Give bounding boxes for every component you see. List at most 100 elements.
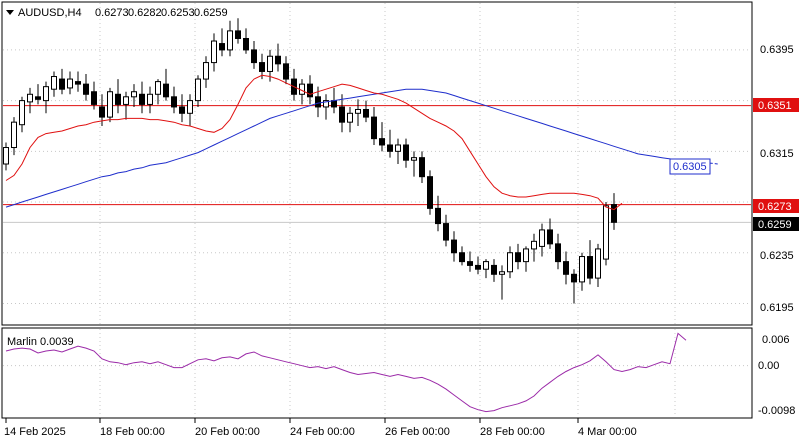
candle-body-bearish [427, 176, 433, 209]
level-price-tag-label: 0.6351 [758, 100, 792, 112]
candle-body-bearish [243, 37, 249, 51]
candle-body-bearish [611, 204, 617, 223]
candle-body-bullish [227, 30, 233, 51]
candle-body-bullish [19, 100, 25, 126]
candle-body-bullish [187, 100, 193, 114]
candle-body-bullish [131, 91, 137, 98]
candle-body-bearish [259, 62, 265, 72]
candle-body-bullish [43, 86, 49, 102]
candle-body-bearish [139, 93, 145, 105]
candle-body-bearish [547, 229, 553, 245]
candle-body-bearish [371, 116, 377, 140]
candle-body-bearish [451, 239, 457, 254]
candle-body-bearish [363, 108, 369, 118]
symbol-timeframe-label: AUDUSD,H4 [18, 7, 82, 19]
candle-body-bearish [83, 83, 89, 95]
candle-body-bearish [163, 83, 169, 98]
candle-body-bearish [307, 83, 313, 98]
candle-body-bullish [355, 108, 361, 114]
candle-body-bearish [315, 96, 321, 108]
candle-body-bearish [219, 43, 225, 51]
candle-body-bullish [603, 205, 609, 260]
candle-body-bearish [171, 96, 177, 108]
oscillator-tick-label: 0.006 [762, 334, 790, 346]
oscillator-line [5, 332, 687, 413]
candle-body-bearish [467, 261, 473, 266]
price-tick-label: 0.6195 [760, 302, 794, 314]
candle-body-bullish [155, 81, 161, 95]
current-price-tag-label: 0.6259 [758, 219, 792, 231]
oscillator-tick-label: -0.0098 [758, 405, 795, 417]
candle-body-bullish [483, 261, 489, 270]
time-tick-label: 24 Feb 00:00 [290, 426, 355, 438]
candle-body-bullish [411, 157, 417, 161]
candle-body-bearish [99, 106, 105, 118]
candle-body-bullish [195, 78, 201, 102]
candle-body-bearish [491, 264, 497, 275]
candle-body-bearish [75, 81, 81, 85]
candle-body-bearish [115, 93, 121, 105]
candle-body-bullish [579, 256, 585, 283]
forecast-price-tag [669, 158, 711, 175]
collapse-arrow-icon[interactable] [6, 10, 14, 15]
candle-body-bullish [147, 93, 153, 105]
candle-body-bullish [531, 240, 537, 250]
candle-body-bullish [267, 55, 273, 72]
candle-body-bearish [435, 207, 441, 225]
oscillator-label: Marlin 0.0039 [7, 336, 74, 348]
time-axis: 14 Feb 2025 18 Feb 00:00 20 Feb 00:00 24… [4, 418, 637, 438]
candle-body-bearish [403, 144, 409, 161]
candle-body-bearish [59, 78, 65, 90]
time-tick-label: 4 Mar 00:00 [578, 426, 637, 438]
candle-body-bearish [563, 261, 569, 275]
moving-average-short-line [5, 74, 623, 211]
candle-body-bearish [587, 256, 593, 279]
candle-body-bullish [539, 229, 545, 247]
ohlc-open-value: 0.6273 [95, 7, 129, 19]
candle-body-bullish [323, 100, 329, 108]
level-price-tag [753, 98, 799, 112]
candle-body-bearish [443, 223, 449, 241]
candle-body-bearish [555, 243, 561, 263]
price-tick-label: 0.6395 [760, 44, 794, 56]
ohlc-close-value: 0.6259 [194, 7, 228, 19]
price-pane-frame [1, 1, 753, 326]
level-price-tag [753, 199, 799, 213]
candle-body-bearish [235, 30, 241, 39]
oscillator-pane-frame [1, 327, 753, 419]
ohlc-high-value: 0.6282 [128, 7, 162, 19]
candle-body-bearish [331, 100, 337, 108]
candle-body-bullish [347, 112, 353, 123]
candle-body-bearish [91, 91, 97, 105]
candle-body-bearish [283, 63, 289, 80]
candle-body-bearish [419, 157, 425, 178]
candle-body-bearish [387, 144, 393, 152]
candle-body-bullish [507, 252, 513, 273]
candle-body-bullish [67, 78, 73, 89]
candle-body-bullish [11, 121, 17, 149]
candle-body-bearish [475, 264, 481, 270]
candle-body-bearish [179, 106, 185, 114]
price-axis: 0.6395 0.6315 0.6235 0.6195 [760, 44, 794, 314]
horizontal-levels [3, 105, 751, 223]
time-tick-label: 20 Feb 00:00 [195, 426, 260, 438]
candle-body-bearish [251, 49, 257, 64]
candle-body-bullish [123, 96, 129, 105]
candle-body-bearish [571, 273, 577, 283]
time-tick-label: 18 Feb 00:00 [100, 426, 165, 438]
candle-body-bearish [459, 252, 465, 263]
ohlc-low-value: 0.6253 [161, 7, 195, 19]
time-tick-label: 26 Feb 00:00 [385, 426, 450, 438]
candle-body-bullish [107, 91, 113, 118]
level-price-tag-label: 0.6273 [758, 201, 792, 213]
candle-body-bullish [203, 62, 209, 80]
candle-body-bearish [379, 138, 385, 146]
price-tick-label: 0.6235 [760, 250, 794, 262]
oscillator-tick-label: 0.00 [758, 360, 779, 372]
candle-body-bullish [211, 40, 217, 64]
candle-body-bearish [515, 252, 521, 263]
price-tick-label: 0.6315 [760, 148, 794, 160]
time-tick-label: 14 Feb 2025 [4, 426, 66, 438]
